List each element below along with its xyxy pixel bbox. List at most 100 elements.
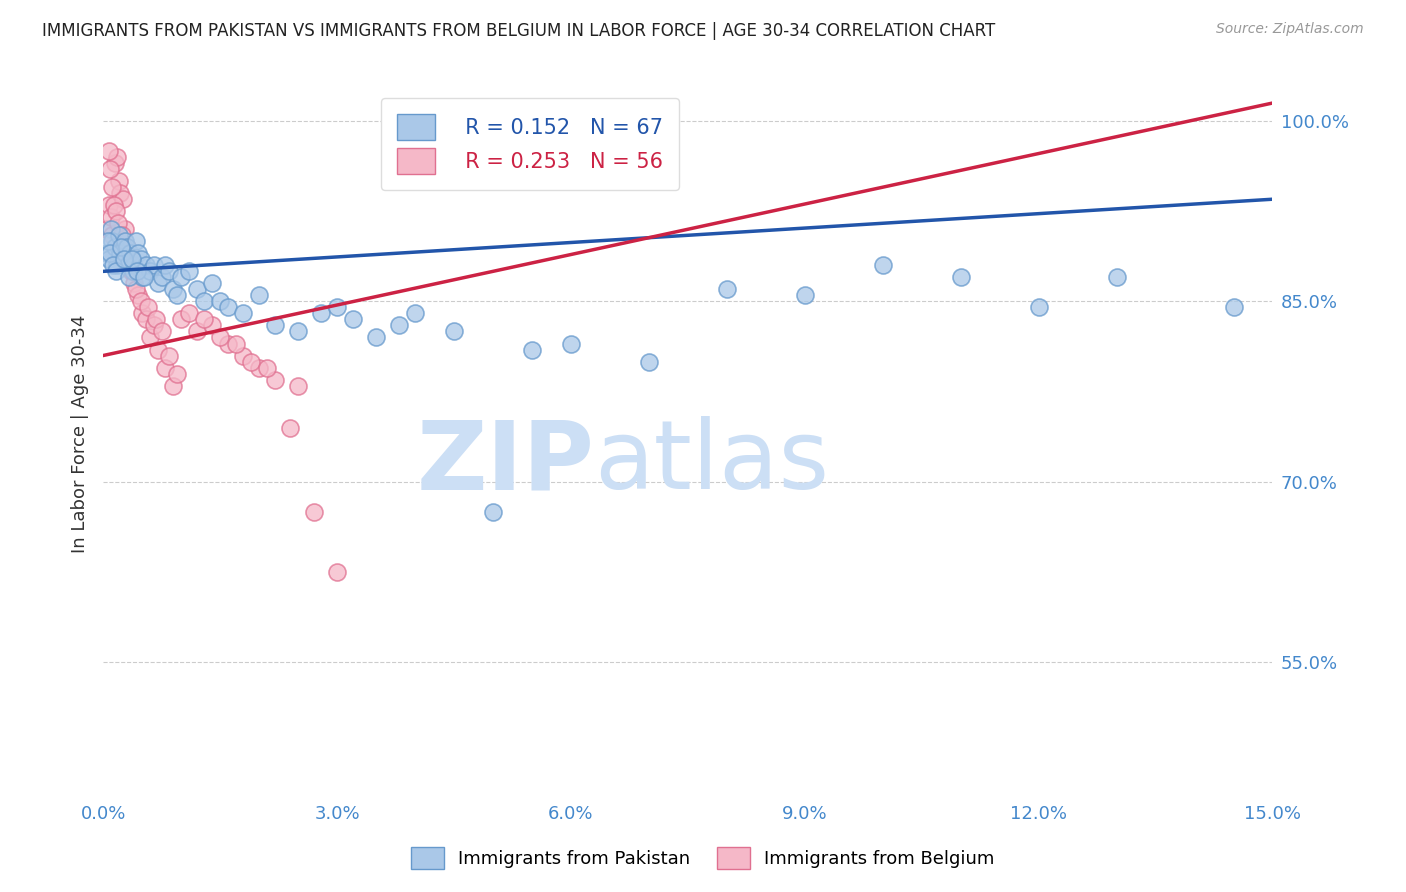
Point <box>232 349 254 363</box>
Point <box>217 336 239 351</box>
Point <box>114 235 136 249</box>
Point <box>114 222 136 236</box>
Point <box>98 252 121 267</box>
Point <box>131 306 153 320</box>
Point <box>129 252 152 267</box>
Point <box>127 288 149 302</box>
Point <box>443 325 465 339</box>
Point <box>111 252 134 267</box>
Text: ZIP: ZIP <box>416 416 595 509</box>
Point <box>139 264 162 278</box>
Point <box>111 228 134 243</box>
Text: Source: ZipAtlas.com: Source: ZipAtlas.com <box>1216 22 1364 37</box>
Point <box>157 264 180 278</box>
Point <box>209 294 232 309</box>
Point <box>100 180 122 194</box>
Point <box>177 264 200 278</box>
Point <box>118 270 141 285</box>
Point <box>110 240 132 254</box>
Point <box>949 270 972 285</box>
Point <box>560 336 582 351</box>
Point <box>155 360 177 375</box>
Point <box>146 277 169 291</box>
Point <box>115 240 138 254</box>
Point <box>103 258 125 272</box>
Point <box>1028 301 1050 315</box>
Text: IMMIGRANTS FROM PAKISTAN VS IMMIGRANTS FROM BELGIUM IN LABOR FORCE | AGE 30-34 C: IMMIGRANTS FROM PAKISTAN VS IMMIGRANTS F… <box>42 22 995 40</box>
Point <box>135 312 157 326</box>
Point <box>120 264 142 278</box>
Point <box>311 306 333 320</box>
Point <box>186 325 208 339</box>
Point <box>193 312 215 326</box>
Point <box>186 282 208 296</box>
Point <box>124 258 146 272</box>
Point <box>872 258 894 272</box>
Point <box>135 258 157 272</box>
Point <box>388 318 411 333</box>
Point <box>482 505 505 519</box>
Point <box>263 318 285 333</box>
Point <box>166 288 188 302</box>
Point <box>193 294 215 309</box>
Point <box>98 246 121 260</box>
Point <box>107 216 129 230</box>
Point <box>240 354 263 368</box>
Point <box>117 258 139 272</box>
Point <box>287 325 309 339</box>
Point <box>201 318 224 333</box>
Point <box>101 228 124 243</box>
Legend: Immigrants from Pakistan, Immigrants from Belgium: Immigrants from Pakistan, Immigrants fro… <box>402 838 1004 879</box>
Point <box>155 258 177 272</box>
Text: atlas: atlas <box>595 416 830 509</box>
Point <box>520 343 543 357</box>
Point <box>96 222 118 236</box>
Point <box>201 277 224 291</box>
Point <box>166 367 188 381</box>
Point <box>120 246 142 260</box>
Point <box>263 373 285 387</box>
Point <box>138 301 160 315</box>
Point <box>101 235 124 249</box>
Point <box>105 258 128 272</box>
Point <box>1222 301 1244 315</box>
Point <box>142 318 165 333</box>
Point <box>637 354 659 368</box>
Point <box>129 294 152 309</box>
Point <box>302 505 325 519</box>
Point <box>716 282 738 296</box>
Point <box>278 420 301 434</box>
Point <box>96 246 118 260</box>
Point <box>117 246 139 260</box>
Point <box>118 258 141 272</box>
Point <box>170 312 193 326</box>
Point <box>100 211 122 225</box>
Point <box>124 277 146 291</box>
Point <box>404 306 426 320</box>
Point <box>111 192 134 206</box>
Point <box>104 156 127 170</box>
Point <box>287 378 309 392</box>
Point <box>209 330 232 344</box>
Point <box>103 198 125 212</box>
Point <box>247 360 270 375</box>
Point <box>121 264 143 278</box>
Point <box>326 301 349 315</box>
Point <box>125 282 148 296</box>
Point <box>112 252 135 267</box>
Point <box>104 240 127 254</box>
Point <box>98 162 121 177</box>
Legend:   R = 0.152   N = 67,   R = 0.253   N = 56: R = 0.152 N = 67, R = 0.253 N = 56 <box>381 98 679 190</box>
Point <box>98 198 121 212</box>
Point <box>110 246 132 260</box>
Point <box>326 565 349 579</box>
Point <box>162 378 184 392</box>
Y-axis label: In Labor Force | Age 30-34: In Labor Force | Age 30-34 <box>72 315 89 553</box>
Point <box>107 228 129 243</box>
Point <box>97 235 120 249</box>
Point <box>104 204 127 219</box>
Point <box>115 240 138 254</box>
Point <box>217 301 239 315</box>
Point <box>793 288 815 302</box>
Point <box>162 282 184 296</box>
